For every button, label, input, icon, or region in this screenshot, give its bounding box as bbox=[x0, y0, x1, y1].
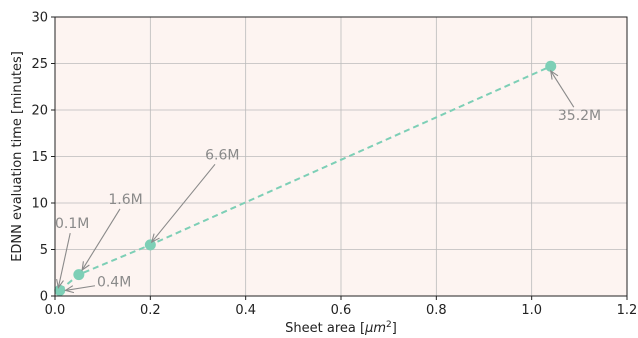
annotation-arrowhead bbox=[81, 261, 90, 272]
x-tick-label: 0.8 bbox=[426, 303, 447, 318]
y-tick-label: 15 bbox=[31, 150, 48, 165]
x-tick-label: 0.0 bbox=[45, 303, 66, 318]
annotation-arrowhead bbox=[56, 278, 64, 289]
y-tick-label: 30 bbox=[31, 11, 48, 26]
y-tick-label: 0 bbox=[40, 290, 48, 305]
y-tick-label: 25 bbox=[31, 57, 48, 72]
annotation-arrow bbox=[550, 70, 575, 108]
x-axis-label: Sheet area [μm2] bbox=[285, 320, 397, 336]
x-tick-label: 0.2 bbox=[140, 303, 161, 318]
annotation-arrowhead bbox=[150, 233, 160, 244]
x-axis-label-suffix: ] bbox=[392, 321, 397, 336]
y-tick-label: 20 bbox=[31, 104, 48, 119]
series bbox=[54, 60, 557, 296]
point-annotation-label: 35.2M bbox=[558, 108, 601, 124]
y-tick-label: 5 bbox=[40, 243, 48, 258]
annotation-arrowhead bbox=[549, 69, 559, 80]
point-annotation-label: 1.6M bbox=[108, 192, 142, 208]
x-tick-label: 0.6 bbox=[331, 303, 352, 318]
data-point bbox=[73, 269, 85, 281]
x-axis-label-exponent: 2 bbox=[386, 320, 392, 330]
annotation-arrow bbox=[65, 285, 96, 291]
point-annotation-label: 0.4M bbox=[97, 275, 131, 291]
point-annotation-label: 0.1M bbox=[55, 216, 89, 232]
series-line bbox=[59, 65, 552, 292]
data-point bbox=[144, 239, 156, 251]
data-point bbox=[54, 284, 66, 296]
y-tick-label: 10 bbox=[31, 197, 48, 212]
annotation-arrow bbox=[81, 208, 121, 271]
annotation-arrowhead bbox=[64, 285, 75, 294]
ticks: 0.0 0.2 0.4 0.6 0.8 1.0 1.2 0 5 10 15 20 25 30 bbox=[31, 11, 637, 319]
data-point bbox=[545, 60, 557, 72]
annotations: 0.1M 0.4M 1.6M 6.6M 35.2M bbox=[55, 69, 601, 294]
x-tick-label: 1.2 bbox=[617, 303, 638, 318]
annotation-arrow bbox=[151, 163, 216, 243]
point-annotation-label: 6.6M bbox=[205, 147, 239, 163]
annotation-arrow bbox=[57, 232, 71, 288]
x-tick-label: 0.4 bbox=[235, 303, 256, 318]
x-tick-label: 1.0 bbox=[521, 303, 542, 318]
y-axis-label: EDNN evaluation time [minutes] bbox=[10, 51, 25, 262]
x-axis-label-prefix: Sheet area [ bbox=[285, 321, 365, 336]
x-axis-label-unit: μm bbox=[364, 321, 386, 336]
